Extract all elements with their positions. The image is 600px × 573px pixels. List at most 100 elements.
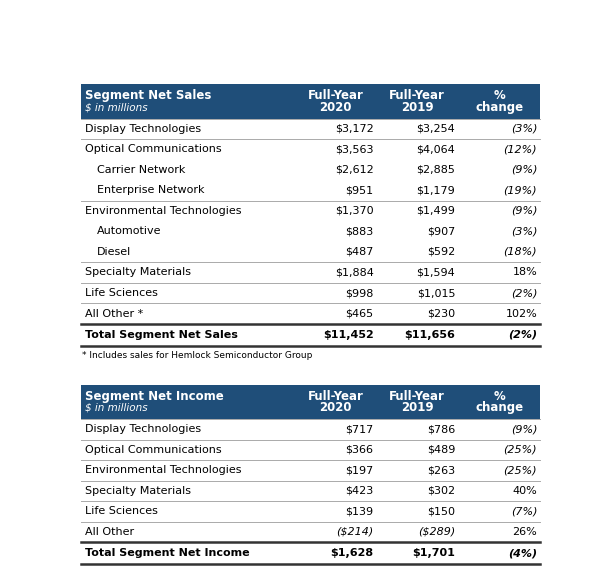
- Text: $1,884: $1,884: [335, 268, 374, 277]
- FancyBboxPatch shape: [80, 481, 540, 501]
- Text: $2,885: $2,885: [416, 165, 455, 175]
- Text: Full-Year: Full-Year: [307, 89, 364, 102]
- FancyBboxPatch shape: [80, 542, 540, 564]
- Text: All Other *: All Other *: [85, 308, 143, 319]
- Text: $302: $302: [427, 486, 455, 496]
- Text: (18%): (18%): [503, 247, 537, 257]
- Text: (7%): (7%): [511, 507, 537, 516]
- Text: $1,594: $1,594: [416, 268, 455, 277]
- Text: $592: $592: [427, 247, 455, 257]
- Text: change: change: [475, 401, 523, 414]
- FancyBboxPatch shape: [80, 384, 540, 419]
- FancyBboxPatch shape: [80, 139, 540, 160]
- Text: %: %: [493, 89, 505, 102]
- Text: $ in millions: $ in millions: [85, 403, 148, 413]
- Text: Automotive: Automotive: [97, 226, 161, 237]
- Text: Carrier Network: Carrier Network: [97, 165, 185, 175]
- Text: $1,701: $1,701: [412, 548, 455, 558]
- Text: Total Segment Net Sales: Total Segment Net Sales: [85, 330, 238, 340]
- Text: $717: $717: [345, 425, 374, 434]
- Text: Specialty Materials: Specialty Materials: [85, 268, 191, 277]
- Text: Environmental Technologies: Environmental Technologies: [85, 465, 242, 476]
- Text: $786: $786: [427, 425, 455, 434]
- Text: 2019: 2019: [401, 401, 434, 414]
- FancyBboxPatch shape: [80, 303, 540, 324]
- FancyBboxPatch shape: [80, 160, 540, 180]
- Text: (9%): (9%): [511, 165, 537, 175]
- Text: $3,254: $3,254: [416, 124, 455, 134]
- Text: Environmental Technologies: Environmental Technologies: [85, 206, 242, 216]
- Text: ($289): ($289): [418, 527, 455, 537]
- Text: $487: $487: [345, 247, 374, 257]
- Text: (9%): (9%): [511, 206, 537, 216]
- Text: 102%: 102%: [505, 308, 537, 319]
- Text: 26%: 26%: [512, 527, 537, 537]
- Text: $465: $465: [346, 308, 374, 319]
- Text: change: change: [475, 101, 523, 113]
- FancyBboxPatch shape: [80, 419, 540, 439]
- FancyBboxPatch shape: [80, 521, 540, 542]
- Text: (25%): (25%): [503, 465, 537, 476]
- Text: Specialty Materials: Specialty Materials: [85, 486, 191, 496]
- Text: 2019: 2019: [401, 101, 434, 113]
- Text: $3,563: $3,563: [335, 144, 374, 154]
- FancyBboxPatch shape: [80, 242, 540, 262]
- FancyBboxPatch shape: [80, 180, 540, 201]
- Text: $150: $150: [427, 507, 455, 516]
- Text: 2020: 2020: [319, 101, 352, 113]
- Text: (2%): (2%): [508, 330, 537, 340]
- Text: (12%): (12%): [503, 144, 537, 154]
- Text: (4%): (4%): [508, 548, 537, 558]
- Text: $489: $489: [427, 445, 455, 455]
- Text: $1,179: $1,179: [416, 186, 455, 195]
- FancyBboxPatch shape: [80, 221, 540, 242]
- Text: $2,612: $2,612: [335, 165, 374, 175]
- Text: Full-Year: Full-Year: [389, 390, 445, 403]
- FancyBboxPatch shape: [80, 282, 540, 303]
- Text: * Includes sales for Hemlock Semiconductor Group: * Includes sales for Hemlock Semiconduct…: [82, 351, 313, 360]
- Text: $1,015: $1,015: [417, 288, 455, 298]
- Text: (9%): (9%): [511, 425, 537, 434]
- Text: 18%: 18%: [512, 268, 537, 277]
- Text: Display Technologies: Display Technologies: [85, 124, 202, 134]
- Text: ($214): ($214): [336, 527, 374, 537]
- FancyBboxPatch shape: [80, 501, 540, 521]
- Text: $907: $907: [427, 226, 455, 237]
- Text: Life Sciences: Life Sciences: [85, 507, 158, 516]
- Text: $11,452: $11,452: [323, 330, 374, 340]
- FancyBboxPatch shape: [80, 84, 540, 119]
- Text: Display Technologies: Display Technologies: [85, 425, 202, 434]
- FancyBboxPatch shape: [80, 201, 540, 221]
- Text: $1,370: $1,370: [335, 206, 374, 216]
- Text: 2020: 2020: [319, 401, 352, 414]
- Text: $4,064: $4,064: [416, 144, 455, 154]
- Text: $263: $263: [427, 465, 455, 476]
- Text: $11,656: $11,656: [404, 330, 455, 340]
- Text: Segment Net Sales: Segment Net Sales: [85, 89, 212, 102]
- Text: Segment Net Income: Segment Net Income: [85, 390, 224, 403]
- Text: $423: $423: [345, 486, 374, 496]
- Text: Diesel: Diesel: [97, 247, 131, 257]
- Text: (25%): (25%): [503, 445, 537, 455]
- Text: $951: $951: [346, 186, 374, 195]
- Text: $1,499: $1,499: [416, 206, 455, 216]
- Text: $3,172: $3,172: [335, 124, 374, 134]
- Text: Full-Year: Full-Year: [307, 390, 364, 403]
- Text: $998: $998: [345, 288, 374, 298]
- Text: (2%): (2%): [511, 288, 537, 298]
- Text: Full-Year: Full-Year: [389, 89, 445, 102]
- Text: $883: $883: [345, 226, 374, 237]
- Text: Total Segment Net Income: Total Segment Net Income: [85, 548, 250, 558]
- Text: Optical Communications: Optical Communications: [85, 445, 222, 455]
- Text: All Other: All Other: [85, 527, 134, 537]
- Text: Optical Communications: Optical Communications: [85, 144, 222, 154]
- Text: (19%): (19%): [503, 186, 537, 195]
- Text: $139: $139: [346, 507, 374, 516]
- Text: %: %: [493, 390, 505, 403]
- Text: $230: $230: [427, 308, 455, 319]
- FancyBboxPatch shape: [80, 262, 540, 282]
- Text: $197: $197: [345, 465, 374, 476]
- Text: Enterprise Network: Enterprise Network: [97, 186, 205, 195]
- Text: $ in millions: $ in millions: [85, 102, 148, 112]
- Text: $1,628: $1,628: [331, 548, 374, 558]
